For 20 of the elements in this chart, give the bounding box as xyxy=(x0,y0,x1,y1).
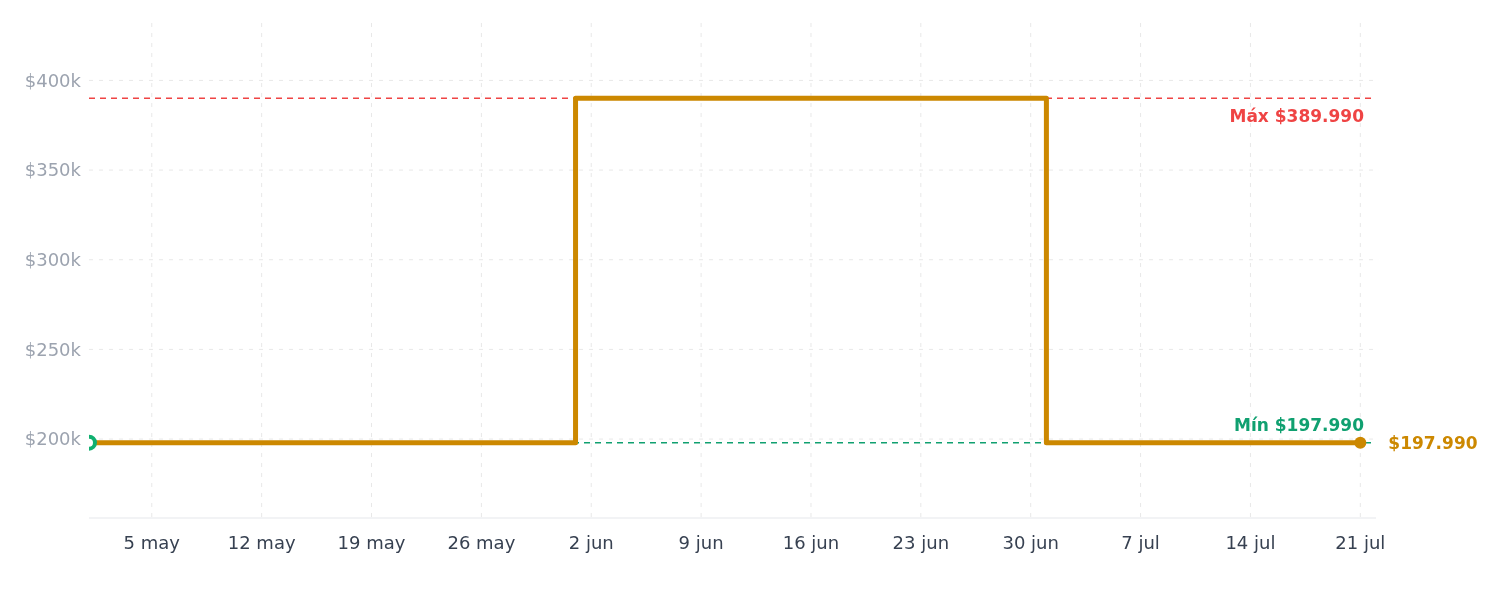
y-tick-label: $350k xyxy=(24,159,82,181)
y-tick-label: $400k xyxy=(24,69,82,91)
x-tick-label: 14 jul xyxy=(1225,531,1276,553)
x-tick-label: 9 jun xyxy=(678,531,724,553)
x-tick-label: 7 jul xyxy=(1121,531,1160,553)
x-tick-label: 26 may xyxy=(447,531,516,553)
x-tick-label: 21 jul xyxy=(1335,531,1386,553)
x-tick-label: 23 jun xyxy=(892,531,950,553)
x-tick-label: 30 jun xyxy=(1002,531,1059,553)
y-tick-label: $200k xyxy=(24,428,82,450)
ref-line-label: Mín $197.990 xyxy=(1233,414,1365,435)
ref-line-label: Máx $389.990 xyxy=(1229,106,1365,127)
x-tick-label: 2 jun xyxy=(568,531,614,553)
x-tick-label: 16 jun xyxy=(782,531,840,553)
x-tick-label: 19 may xyxy=(337,531,406,553)
x-tick-label: 5 may xyxy=(123,531,181,553)
y-tick-label: $300k xyxy=(24,249,82,271)
annotation: $197.990 xyxy=(1388,432,1478,453)
x-tick-label: 12 may xyxy=(227,531,296,553)
y-tick-label: $250k xyxy=(24,338,82,360)
